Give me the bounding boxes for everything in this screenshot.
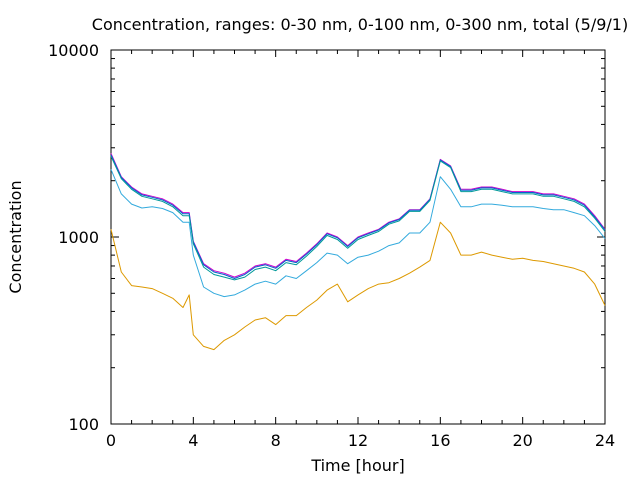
y-tick-label: 1000	[58, 228, 99, 247]
y-tick-label: 10000	[48, 41, 99, 60]
series-line-4	[110, 169, 606, 298]
series-line-5	[110, 221, 606, 351]
series-lines	[110, 153, 606, 351]
x-tick-label: 24	[595, 431, 615, 450]
x-tick-label: 16	[430, 431, 450, 450]
axes: 0 4 8 12 16 20 24 100 1000 10000	[48, 41, 615, 450]
x-tick-label: 0	[106, 431, 116, 450]
chart-title: Concentration, ranges: 0-30 nm, 0-100 nm…	[92, 15, 628, 34]
x-tick-label: 12	[348, 431, 368, 450]
y-axis-label: Concentration	[6, 180, 25, 293]
y-tick-label: 100	[68, 415, 99, 434]
x-axis-label: Time [hour]	[310, 456, 404, 475]
x-tick-label: 20	[512, 431, 532, 450]
x-tick-label: 8	[271, 431, 281, 450]
series-line-3	[110, 156, 606, 281]
x-tick-label: 4	[188, 431, 198, 450]
